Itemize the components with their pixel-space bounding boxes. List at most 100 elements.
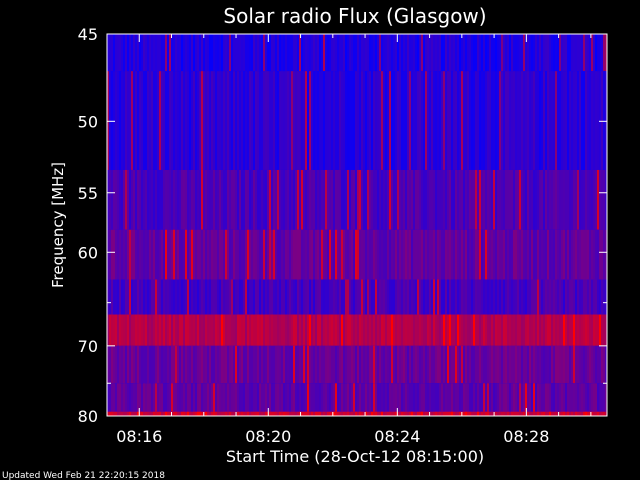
spectrogram-cell — [393, 411, 396, 416]
spectrogram-cell — [397, 34, 400, 72]
spectrogram-cell — [465, 383, 468, 412]
spectrogram-cell — [217, 345, 220, 384]
spectrogram-cell — [375, 345, 378, 384]
spectrogram-cell — [319, 71, 322, 170]
spectrogram-cell — [527, 71, 530, 170]
spectrogram-cell — [543, 229, 546, 280]
spectrogram-cell — [271, 71, 274, 170]
spectrogram-cell — [407, 279, 410, 315]
spectrogram-cell — [159, 34, 162, 72]
spectrogram-cell — [303, 314, 306, 346]
spectrogram-cell — [371, 34, 374, 72]
spectrogram-cell — [181, 411, 184, 416]
spectrogram-cell — [519, 34, 522, 72]
spectrogram-cell — [155, 229, 158, 280]
spectrogram-cell — [133, 411, 136, 416]
spectrogram-cell — [473, 345, 476, 384]
spectrogram-cell — [573, 229, 576, 280]
spectrogram-cell — [197, 383, 200, 412]
spectrogram-cell — [565, 169, 568, 230]
spectrogram-cell — [359, 71, 362, 170]
spectrogram-cell — [599, 229, 602, 280]
spectrogram-cell — [233, 345, 236, 384]
spectrogram-cell — [367, 229, 370, 280]
spectrogram-cell — [365, 71, 368, 170]
spectrogram-cell — [509, 34, 512, 72]
spectrogram-cell — [581, 169, 584, 230]
spectrogram-cell — [155, 314, 158, 346]
spectrogram-cell — [331, 229, 334, 280]
spectrogram-cell — [463, 71, 466, 170]
spectrogram-cell — [413, 71, 416, 170]
spectrogram-cell — [485, 279, 488, 315]
spectrogram-cell — [369, 345, 372, 384]
spectrogram-cell — [485, 34, 488, 72]
spectrogram-cell — [273, 411, 276, 416]
spectrogram-cell — [349, 383, 352, 412]
spectrogram-cell — [577, 345, 580, 384]
spectrogram-cell — [119, 34, 122, 72]
spectrogram-cell — [117, 34, 120, 72]
spectrogram-cell — [219, 383, 222, 412]
spectrogram-cell — [355, 345, 358, 384]
spectrogram-cell — [305, 279, 308, 315]
spectrogram-cell — [533, 229, 536, 280]
spectrogram-cell — [453, 411, 456, 416]
spectrogram-cell — [551, 314, 554, 346]
spectrogram-cell — [161, 411, 164, 416]
spectrogram-cell — [361, 345, 364, 384]
spectrogram-cell — [453, 229, 456, 280]
spectrogram-cell — [583, 71, 586, 170]
spectrogram-cell — [131, 383, 134, 412]
spectrogram-cell — [441, 279, 444, 315]
spectrogram-cell — [197, 229, 200, 280]
spectrogram-cell — [265, 34, 268, 72]
spectrogram-cell — [159, 411, 162, 416]
spectrogram-cell — [143, 383, 146, 412]
spectrogram-cell — [179, 229, 182, 280]
spectrogram-cell — [271, 169, 274, 230]
spectrogram-cell — [165, 169, 168, 230]
spectrogram-cell — [571, 345, 574, 384]
spectrogram-cell — [461, 314, 464, 346]
spectrogram-cell — [565, 229, 568, 280]
spectrogram-cell — [263, 411, 266, 416]
spectrogram-cell — [593, 34, 596, 72]
spectrogram-cell — [423, 314, 426, 346]
spectrogram-cell — [299, 169, 302, 230]
spectrogram-cell — [231, 314, 234, 346]
spectrogram-cell — [407, 314, 410, 346]
spectrogram-cell — [533, 383, 536, 412]
spectrogram-cell — [177, 279, 180, 315]
spectrogram-cell — [275, 279, 278, 315]
spectrogram-cell — [429, 383, 432, 412]
spectrogram-cell — [383, 34, 386, 72]
spectrogram-cell — [539, 279, 542, 315]
spectrogram-cell — [373, 34, 376, 72]
frequency-band-7 — [107, 383, 608, 412]
spectrogram-cell — [309, 279, 312, 315]
spectrogram-cell — [153, 34, 156, 72]
spectrogram-cell — [547, 169, 550, 230]
spectrogram-cell — [511, 314, 514, 346]
spectrogram-cell — [171, 314, 174, 346]
spectrogram-cell — [195, 169, 198, 230]
spectrogram-cell — [393, 383, 396, 412]
y-tick-label: 60 — [78, 243, 98, 262]
spectrogram-cell — [605, 71, 608, 170]
spectrogram-cell — [485, 411, 488, 416]
spectrogram-cell — [273, 279, 276, 315]
spectrogram-cell — [411, 383, 414, 412]
spectrogram-cell — [397, 383, 400, 412]
spectrogram-cell — [267, 345, 270, 384]
spectrogram-cell — [337, 383, 340, 412]
spectrogram-cell — [267, 279, 270, 315]
spectrogram-cell — [175, 34, 178, 72]
spectrogram-plot-area — [107, 34, 608, 416]
spectrogram-cell — [481, 71, 484, 170]
spectrogram-cell — [409, 71, 412, 170]
spectrogram-cell — [577, 279, 580, 315]
spectrogram-cell — [205, 71, 208, 170]
spectrogram-cell — [561, 345, 564, 384]
spectrogram-cell — [547, 345, 550, 384]
